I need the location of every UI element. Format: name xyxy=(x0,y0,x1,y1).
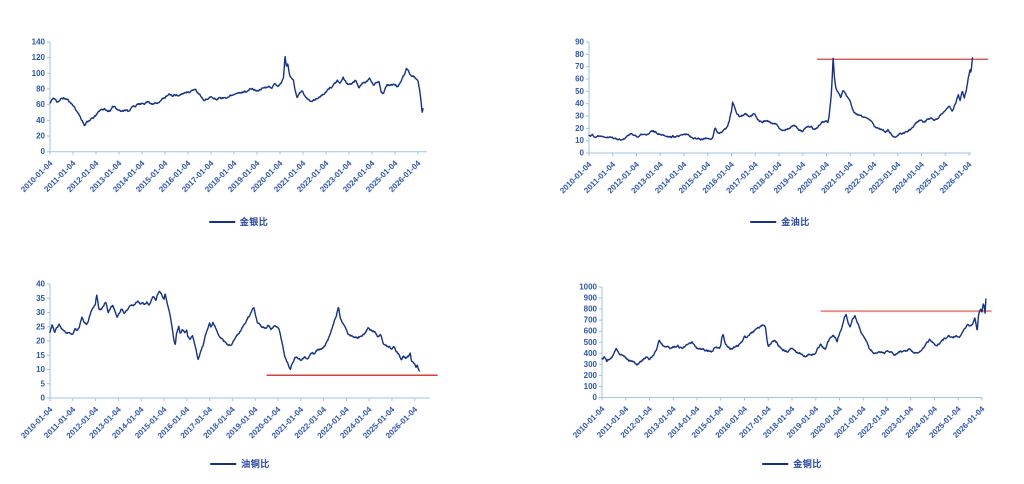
y-tick-label: 0 xyxy=(41,394,46,403)
y-tick-label: 600 xyxy=(584,327,598,336)
y-tick-label: 0 xyxy=(593,393,598,402)
y-tick-label: 0 xyxy=(41,147,46,156)
y-tick-label: 400 xyxy=(584,349,598,358)
y-tick-label: 500 xyxy=(584,338,598,347)
series-line xyxy=(49,290,421,372)
y-tick-label: 40 xyxy=(36,116,45,125)
legend-gold-oil: 金油比 xyxy=(750,215,810,228)
y-tick-label: 80 xyxy=(575,50,584,59)
legend-label: 金油比 xyxy=(781,217,810,227)
y-tick-label: 80 xyxy=(36,85,45,94)
y-tick-label: 0 xyxy=(580,149,585,158)
y-tick-label: 20 xyxy=(575,124,584,133)
chart-gold-silver: 0 20 40 60 80 100 120 140 2010-01-04 2011-01-04 20… xyxy=(0,0,512,242)
y-tick-label: 15 xyxy=(36,351,45,360)
y-tick-label: 200 xyxy=(584,371,598,380)
gold-oil-plot: 01020304050607080902010-01-042011-01-042… xyxy=(558,38,988,195)
y-tick-label: 60 xyxy=(36,100,45,109)
legend-line-icon xyxy=(762,462,789,465)
y-tick-label: 30 xyxy=(36,308,45,317)
series-line xyxy=(49,55,424,127)
gold-silver-plot: 0204060801001201402010-01-042011-01-0420… xyxy=(19,38,427,194)
y-tick-label: 20 xyxy=(36,337,45,346)
y-tick-label: 90 xyxy=(575,38,584,47)
y-tick-label: 40 xyxy=(575,99,584,108)
y-tick-label: 70 xyxy=(575,62,584,71)
chart-gold-oil: 0 10 20 30 40 50 60 70 80 90 2010-01-04 2011-01-04 2… xyxy=(512,0,1024,242)
legend-label: 油铜比 xyxy=(241,459,270,469)
y-tick-label: 60 xyxy=(575,75,584,84)
gold-copper-plot: 010020030040050060070080090010002010-01-… xyxy=(571,283,992,440)
y-tick-label: 1000 xyxy=(579,283,597,292)
chart-gold-copper: 0 100 200 300 400 500 600 700 800 900 1000 2010-01-… xyxy=(512,242,1024,484)
y-tick-label: 20 xyxy=(36,132,45,141)
y-tick-label: 800 xyxy=(584,305,598,314)
y-tick-label: 10 xyxy=(575,136,584,145)
legend-line-icon xyxy=(210,462,237,465)
legend-oil-copper: 油铜比 xyxy=(210,457,270,470)
y-tick-label: 100 xyxy=(32,69,46,78)
y-tick-label: 300 xyxy=(584,360,598,369)
y-tick-label: 35 xyxy=(36,294,45,303)
legend-line-icon xyxy=(208,220,235,223)
legend-label: 金铜比 xyxy=(793,459,822,469)
y-tick-label: 700 xyxy=(584,316,598,325)
y-tick-label: 40 xyxy=(36,280,45,289)
y-tick-label: 25 xyxy=(36,322,45,331)
y-tick-label: 50 xyxy=(575,87,584,96)
legend-line-icon xyxy=(750,220,777,223)
series-line xyxy=(588,57,974,141)
chart-oil-copper: 0 5 10 15 20 25 30 35 40 2010-01-04 2011-01-04 2012… xyxy=(0,242,512,484)
y-tick-label: 100 xyxy=(584,382,598,391)
y-tick-label: 10 xyxy=(36,365,45,374)
oil-copper-plot: 05101520253035402010-01-042011-01-042012… xyxy=(19,280,438,440)
y-tick-label: 5 xyxy=(41,379,46,388)
y-tick-label: 120 xyxy=(32,53,46,62)
series-line xyxy=(601,298,987,366)
legend-gold-copper: 金铜比 xyxy=(762,457,822,470)
y-tick-label: 900 xyxy=(584,294,598,303)
y-tick-label: 140 xyxy=(32,38,46,47)
legend-gold-silver: 金银比 xyxy=(208,215,269,228)
legend-label: 金银比 xyxy=(239,217,269,227)
y-tick-label: 30 xyxy=(575,112,584,121)
